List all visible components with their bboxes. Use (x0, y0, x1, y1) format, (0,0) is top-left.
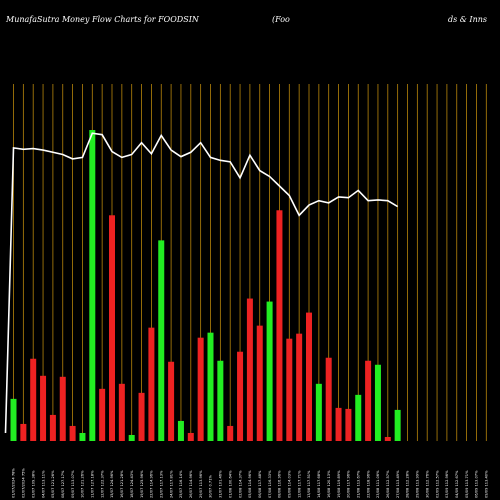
volume-bar (118, 383, 125, 441)
volume-bar (394, 409, 401, 441)
x-tick-label: 12/07 122.37% (100, 470, 104, 498)
volume-bar (365, 360, 372, 441)
x-tick-label: 02/08 114.37% (238, 470, 242, 498)
chart-title-company: (Foo (272, 15, 290, 24)
volume-bar (237, 351, 244, 441)
x-tick-label: 28/08 112.28% (406, 470, 410, 498)
x-tick-label: 04/07 113.11% (41, 470, 45, 498)
volume-bar (374, 364, 381, 441)
x-tick-label: 18/07 124.43% (130, 470, 134, 498)
volume-bar (138, 392, 145, 441)
x-tick-label: 08/08 116.96% (278, 470, 282, 498)
volume-bar (256, 325, 263, 441)
price-line (4, 132, 399, 434)
x-tick-label: 11/07 127.18% (91, 470, 95, 498)
x-tick-label: 05/09 113.71% (465, 470, 469, 498)
x-tick-label: 23/07 117.13% (159, 470, 163, 498)
price-line-layer (4, 132, 399, 434)
x-tick-label: 16/08 120.13% (327, 470, 331, 498)
volume-bar (148, 327, 155, 441)
x-tick-label: 30/07 0.71% (209, 474, 213, 498)
x-tick-label: 02/07/2024 75% (22, 468, 26, 498)
x-tick-label: 10/07 121.26% (81, 470, 85, 498)
volume-bar (217, 360, 224, 441)
x-tick-label: 09/08 114.03% (288, 470, 292, 498)
volume-bar (384, 436, 391, 441)
volume-bar (335, 407, 342, 441)
x-tick-label: 09/09 113.40% (485, 470, 489, 498)
volume-bar (177, 420, 184, 441)
x-tick-label: 13/08 117.51% (307, 470, 311, 498)
volume-bar (315, 383, 322, 441)
x-tick-label: 06/08 117.48% (258, 470, 262, 498)
volume-bars (10, 130, 401, 441)
x-tick-label: 04/09 112.67% (455, 470, 459, 498)
chart-title-company-cont: ds & Inns (448, 15, 487, 24)
volume-bar (59, 376, 66, 441)
x-tick-label: 23/08 111.06% (376, 470, 380, 498)
x-tick-label: 01/08 100.64% (228, 470, 232, 498)
volume-bar (109, 215, 115, 441)
title-layer: MunafaSutra Money Flow Charts for FOODSI… (5, 15, 487, 24)
volume-bar (286, 338, 293, 441)
x-tick-label: 24/07 117.81% (169, 470, 173, 498)
volume-bar (79, 432, 86, 441)
x-tick-labels: 01/07/2024 78% 02/07/2024 75% 03/07 109.38… (12, 468, 489, 498)
volume-bar (99, 388, 106, 441)
volume-bar (187, 432, 194, 441)
x-tick-label: 19/08 119.89% (337, 470, 341, 498)
x-tick-label: 26/08 112.57% (386, 470, 390, 498)
volume-bar (325, 357, 332, 441)
volume-bar (20, 423, 27, 441)
volume-bar (276, 210, 283, 441)
x-tick-label: 19/07 125.96% (140, 470, 144, 498)
volume-bar (49, 414, 56, 441)
x-tick-label: 22/07 114.96% (150, 470, 154, 498)
volume-bar (207, 332, 214, 441)
x-tick-label: 26/07 114.96% (189, 470, 193, 498)
x-tick-label: 06/09 113.07% (475, 470, 479, 498)
x-tick-label: 03/09 112.96% (445, 470, 449, 498)
x-tick-label: 21/08 113.67% (356, 470, 360, 498)
x-tick-label: 30/08 112.76% (425, 470, 429, 498)
x-tick-label: 29/08 113.99% (416, 470, 420, 498)
volume-bar (355, 394, 362, 441)
volume-bar (197, 337, 204, 441)
x-tick-label: 27/08 113.49% (396, 470, 400, 498)
chart-title: MunafaSutra Money Flow Charts for FOODSI… (5, 15, 200, 24)
x-tick-label: 07/08 116.33% (268, 470, 272, 498)
volume-bar (296, 333, 303, 441)
x-tick-label: 03/07 109.38% (31, 470, 35, 498)
x-tick-label: 02/09 112.57% (435, 470, 439, 498)
x-tick-label: 31/07 101.46% (219, 470, 223, 498)
volume-bar (168, 361, 175, 441)
x-tick-label: 05/08 114.96% (248, 470, 252, 498)
volume-bar (158, 240, 165, 441)
volume-bar (128, 434, 135, 441)
x-tick-label: 22/08 118.96% (366, 470, 370, 498)
volume-bar (345, 408, 352, 441)
x-tick-label: 09/07 113.07% (71, 470, 75, 498)
x-tick-label: 05/07 121.26% (51, 470, 55, 498)
x-tick-label: 25/07 116.14% (179, 470, 183, 498)
x-tick-label: 15/07 124.96% (110, 470, 114, 498)
volume-bar (306, 312, 312, 441)
volume-bar (10, 398, 17, 441)
x-tick-label: 14/08 117.68% (317, 470, 321, 498)
x-tick-label: 01/07/2024 78% (12, 468, 16, 498)
x-tick-label: 12/08 117.71% (297, 470, 301, 498)
volume-bar (69, 425, 76, 441)
volume-bar (227, 425, 234, 441)
x-tick-label: 16/07 121.28% (120, 470, 124, 498)
volume-bar (266, 301, 273, 441)
volume-bar (246, 298, 253, 441)
volume-bar (40, 375, 47, 441)
x-tick-label: 29/07 113.96% (199, 470, 203, 498)
x-tick-label: 08/07 127.17% (61, 470, 65, 498)
x-tick-label: 20/08 117.96% (347, 470, 351, 498)
volume-bar (30, 358, 37, 441)
volume-bar (89, 130, 96, 441)
